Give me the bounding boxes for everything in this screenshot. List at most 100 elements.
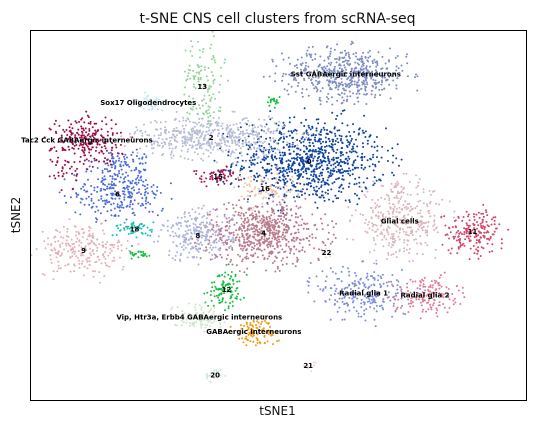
cell-point	[198, 223, 201, 226]
cell-point	[186, 225, 189, 228]
cell-point	[313, 173, 315, 176]
cell-point	[66, 134, 69, 136]
cell-point	[260, 129, 263, 132]
cell-point	[182, 135, 185, 138]
cell-point	[352, 71, 355, 74]
cell-point	[293, 162, 296, 165]
cell-point	[133, 132, 136, 135]
cell-point	[75, 121, 78, 124]
cell-point	[57, 250, 60, 253]
cell-point	[247, 190, 249, 193]
cell-point	[342, 294, 345, 297]
cell-point	[223, 234, 226, 237]
cell-point	[82, 129, 85, 132]
cell-point	[227, 273, 230, 276]
cell-point	[329, 145, 332, 148]
cell-point	[248, 159, 251, 162]
cell-point	[210, 71, 213, 74]
cell-point	[243, 219, 246, 222]
cell-point	[321, 289, 324, 292]
cell-point	[398, 200, 401, 203]
cell-point	[263, 154, 266, 157]
cluster-points-c5	[346, 172, 457, 265]
cell-point	[216, 215, 219, 218]
cell-point	[217, 129, 220, 132]
cell-point	[140, 193, 142, 196]
cell-point	[308, 193, 311, 196]
cell-point	[382, 215, 384, 218]
cell-point	[373, 249, 376, 252]
cell-point	[310, 185, 313, 188]
cell-point	[51, 147, 53, 150]
cell-point	[223, 213, 226, 216]
cell-point	[348, 270, 350, 273]
cell-point	[375, 136, 378, 138]
cell-point	[385, 193, 388, 196]
cell-point	[315, 79, 318, 82]
cell-point	[54, 119, 57, 122]
cell-point	[157, 134, 160, 137]
cell-point	[277, 209, 280, 212]
cell-point	[74, 169, 77, 172]
cell-point	[382, 220, 385, 222]
cell-point	[196, 64, 199, 67]
cell-point	[279, 171, 282, 174]
cell-point	[226, 79, 229, 82]
cell-point	[99, 281, 102, 284]
cell-point	[88, 233, 91, 236]
cell-point	[278, 120, 280, 123]
cell-point	[159, 134, 162, 137]
cell-point	[324, 151, 327, 154]
cell-point	[209, 98, 212, 101]
cell-point	[193, 241, 196, 244]
cell-point	[370, 284, 373, 287]
cell-point	[327, 231, 330, 234]
cluster-points-c7b	[48, 150, 79, 192]
cell-point	[79, 140, 82, 143]
cell-point	[205, 233, 208, 236]
cell-point	[205, 177, 208, 180]
cell-point	[466, 235, 469, 238]
cell-point	[229, 297, 232, 300]
cell-point	[307, 150, 310, 153]
cell-point	[361, 142, 364, 145]
cell-point	[212, 304, 215, 307]
cell-point	[271, 177, 274, 180]
cell-point	[457, 235, 460, 238]
cell-point	[341, 51, 344, 54]
cell-point	[440, 215, 443, 218]
cell-point	[244, 249, 247, 251]
cell-point	[404, 217, 407, 220]
cell-point	[335, 170, 338, 173]
cell-point	[69, 256, 72, 258]
cell-point	[305, 228, 308, 230]
cell-point	[192, 145, 195, 148]
cell-point	[218, 83, 221, 86]
cell-point	[396, 77, 399, 80]
cell-point	[313, 72, 316, 75]
cell-point	[292, 160, 295, 163]
cell-point	[330, 158, 333, 161]
cell-point	[200, 147, 203, 150]
cell-point	[95, 131, 97, 134]
cell-point	[217, 228, 220, 231]
cell-point	[135, 166, 138, 169]
cell-point	[259, 244, 261, 247]
cell-point	[119, 176, 122, 179]
cell-point	[225, 243, 228, 246]
cell-point	[207, 304, 210, 307]
cell-point	[316, 88, 319, 91]
cell-point	[220, 169, 223, 172]
cell-point	[463, 227, 466, 230]
cell-point	[250, 161, 253, 164]
cell-point	[184, 246, 187, 249]
cell-point	[138, 102, 141, 105]
cell-point	[386, 67, 389, 70]
cell-point	[214, 128, 216, 131]
cell-point	[272, 158, 274, 161]
cell-point	[351, 145, 354, 148]
cell-point	[83, 148, 86, 151]
cell-point	[310, 134, 313, 137]
cell-point	[345, 144, 348, 147]
cell-point	[211, 286, 214, 289]
